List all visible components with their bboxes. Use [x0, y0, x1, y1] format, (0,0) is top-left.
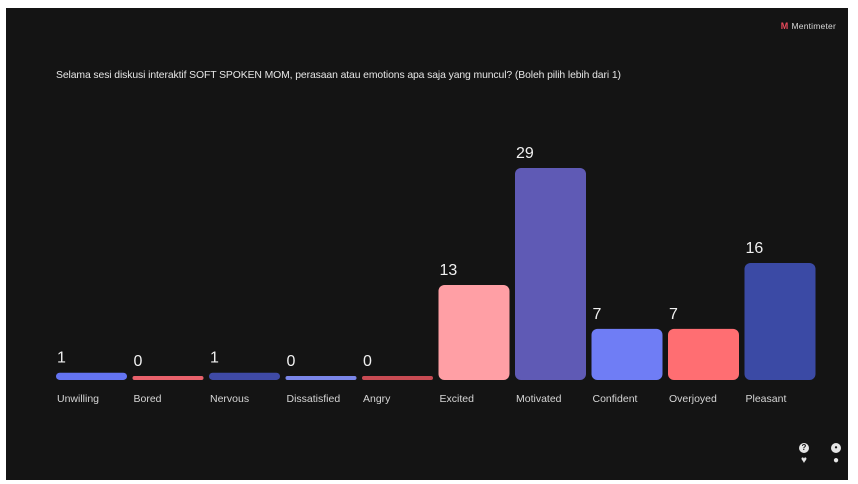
category-label-overjoyed: Overjoyed [669, 393, 717, 405]
bar-confident [591, 328, 663, 380]
bar-pleasant [744, 263, 816, 380]
value-label-dissatisfied: 0 [287, 353, 296, 370]
bar-excited [438, 284, 510, 380]
value-label-nervous: 1 [210, 350, 219, 367]
value-label-excited: 13 [440, 262, 458, 279]
chat-icon[interactable]: • [831, 443, 841, 453]
category-label-pleasant: Pleasant [746, 393, 787, 405]
category-label-dissatisfied: Dissatisfied [287, 393, 341, 405]
question-title: Selama sesi diskusi interaktif SOFT SPOK… [56, 70, 621, 81]
heart-icon[interactable]: ♥ [801, 455, 807, 466]
category-label-unwilling: Unwilling [57, 393, 99, 405]
question-icon[interactable]: ? [799, 443, 809, 453]
bar-dissatisfied [285, 376, 357, 380]
value-label-pleasant: 16 [746, 240, 764, 257]
category-label-motivated: Motivated [516, 393, 562, 405]
value-label-motivated: 29 [516, 145, 534, 162]
audience-group[interactable]: • ● [829, 443, 843, 466]
category-label-angry: Angry [363, 393, 391, 405]
bar-angry [362, 376, 433, 380]
value-label-bored: 0 [134, 353, 143, 370]
category-label-bored: Bored [134, 393, 162, 405]
value-label-unwilling: 1 [57, 350, 66, 367]
category-label-confident: Confident [593, 393, 638, 405]
presentation-slide: M Mentimeter Selama sesi diskusi interak… [6, 8, 848, 480]
value-label-confident: 7 [593, 306, 602, 323]
mentimeter-logo-icon: M [780, 21, 789, 31]
reactions-group[interactable]: ? ♥ [797, 443, 811, 466]
bar-motivated [515, 168, 586, 380]
person-icon[interactable]: ● [832, 455, 840, 466]
bar-overjoyed [668, 328, 739, 380]
mentimeter-logo-text: Mentimeter [791, 21, 836, 31]
bar-nervous [209, 372, 280, 380]
category-label-nervous: Nervous [210, 393, 249, 405]
bar-bored [132, 376, 204, 380]
value-label-overjoyed: 7 [669, 306, 678, 323]
value-label-angry: 0 [363, 353, 372, 370]
bar-chart: 1 Unwilling 0 Bored 1 Nervous 0 Dissatisfied 0 An… [56, 145, 816, 405]
bar-unwilling [56, 372, 127, 380]
mentimeter-logo: M Mentimeter [781, 21, 836, 31]
category-label-excited: Excited [440, 393, 475, 405]
